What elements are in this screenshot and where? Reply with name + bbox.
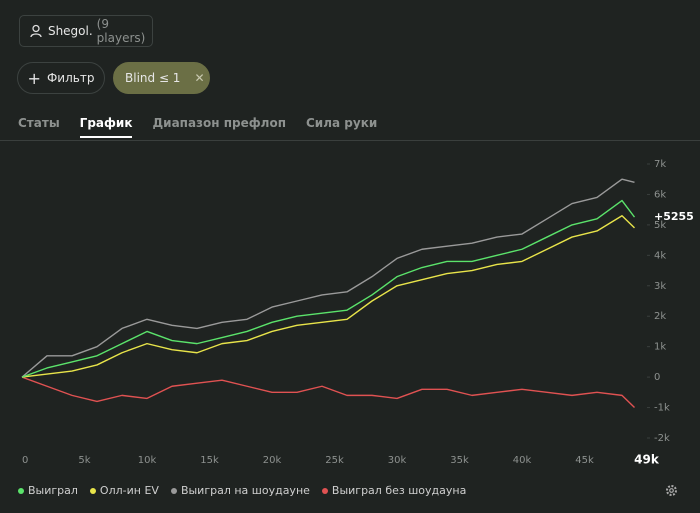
x-tick-label: 25k: [325, 455, 344, 466]
x-tick-label: 49k: [634, 453, 660, 467]
legend: Выиграл Олл-ин EV Выиграл на шоудауне Выигр…: [18, 484, 466, 497]
legend-dot: [170, 488, 177, 494]
user-icon: [30, 24, 42, 38]
legend-dot: [18, 488, 24, 494]
tab[interactable]: Сила руки: [306, 116, 378, 130]
legend-label: Выиграл без шоудауна: [331, 484, 467, 497]
y-tick-label: 2k: [654, 311, 666, 322]
player-button[interactable]: Shegol. (9 players): [19, 15, 153, 47]
chip-remove[interactable]: ✕: [194, 71, 205, 85]
series-line: [21, 215, 635, 378]
x-tick-label: 0: [22, 455, 28, 466]
y-tick-label: 3k: [654, 281, 666, 292]
y-tick-label: 6k: [654, 189, 666, 200]
y-tick-label: 7k: [654, 159, 666, 170]
x-tick-label: 15k: [200, 455, 219, 466]
end-label: +5255: [654, 210, 694, 223]
y-tick-label: 1k: [654, 342, 666, 353]
legend-label: Олл-ин EV: [99, 484, 159, 497]
tab[interactable]: График: [79, 116, 133, 138]
x-tick-label: 40k: [513, 455, 532, 466]
settings-icon[interactable]: [664, 483, 679, 498]
series-line: [21, 376, 635, 409]
tabs: Статы График Диапазон префлоп Сила руки: [18, 116, 377, 138]
y-tick-label: 0: [654, 372, 660, 383]
y-tick-label: 5k: [654, 220, 666, 231]
x-tick-label: 30k: [388, 455, 407, 466]
x-tick-label: 35k: [450, 455, 469, 466]
tab[interactable]: Диапазон префлоп: [152, 116, 286, 130]
x-tick-label: 10k: [138, 455, 157, 466]
legend-item[interactable]: Выиграл: [18, 484, 78, 497]
legend-dot: [321, 488, 328, 494]
series-line: [21, 199, 636, 378]
legend-item[interactable]: Выиграл без шоудауна: [321, 484, 467, 497]
player-name: Shegol.: [47, 24, 93, 38]
x-tick-label: 5k: [78, 455, 90, 466]
filter-label: Фильтр: [46, 71, 95, 85]
legend-dot: [89, 488, 96, 494]
y-tick-label: -2k: [654, 433, 670, 444]
x-tick-label: 20k: [263, 455, 282, 466]
y-tick-label: -1k: [654, 403, 670, 414]
players-note: (9 players): [96, 17, 146, 45]
plus-icon: +: [27, 68, 41, 88]
x-tick-label: 45k: [575, 455, 594, 466]
filter-chip[interactable]: Blind ≤ 1 ✕: [113, 62, 210, 94]
legend-item[interactable]: Олл-ин EV: [89, 484, 159, 497]
legend-label: Выиграл: [28, 484, 78, 497]
chip-label: Blind ≤ 1: [125, 71, 181, 85]
tab[interactable]: Статы: [18, 116, 60, 130]
legend-label: Выиграл на шоудауне: [180, 484, 310, 497]
filter-button[interactable]: + Фильтр: [17, 62, 105, 94]
y-tick-label: 4k: [654, 250, 666, 261]
series-line: [21, 178, 635, 378]
divider: [0, 140, 700, 141]
legend-item[interactable]: Выиграл на шоудауне: [170, 484, 310, 497]
